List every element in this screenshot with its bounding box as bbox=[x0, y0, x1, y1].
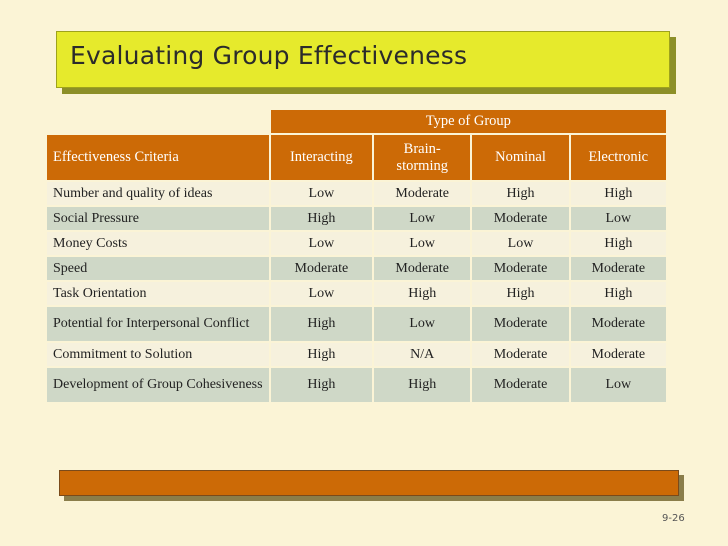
value-cell: Moderate bbox=[374, 257, 471, 280]
criterion-cell: Number and quality of ideas bbox=[47, 182, 269, 205]
criterion-cell: Task Orientation bbox=[47, 282, 269, 305]
page-number: 9-26 bbox=[662, 513, 685, 524]
title-bar: Evaluating Group Effectiveness bbox=[56, 31, 670, 88]
value-cell: High bbox=[374, 368, 471, 402]
table-row: Development of Group Cohesiveness High H… bbox=[47, 368, 666, 402]
table-row: Speed Moderate Moderate Moderate Moderat… bbox=[47, 257, 666, 280]
value-cell: Moderate bbox=[374, 182, 471, 205]
table-row: Number and quality of ideas Low Moderate… bbox=[47, 182, 666, 205]
criteria-header: Effectiveness Criteria bbox=[47, 135, 269, 180]
value-cell: High bbox=[570, 232, 666, 255]
slide-title: Evaluating Group Effectiveness bbox=[70, 41, 468, 70]
criterion-cell: Commitment to Solution bbox=[47, 343, 269, 366]
value-cell: High bbox=[374, 282, 471, 305]
column-header-brainstorming: Brain-storming bbox=[374, 135, 471, 180]
criterion-cell: Social Pressure bbox=[47, 207, 269, 230]
value-cell: Low bbox=[570, 207, 666, 230]
column-header-electronic: Electronic bbox=[570, 135, 666, 180]
value-cell: Moderate bbox=[270, 257, 373, 280]
value-cell: High bbox=[472, 182, 569, 205]
footer-bar bbox=[59, 470, 679, 496]
value-cell: Moderate bbox=[472, 307, 569, 341]
value-cell: High bbox=[270, 368, 373, 402]
value-cell: Moderate bbox=[472, 343, 569, 366]
value-cell: Moderate bbox=[472, 207, 569, 230]
criterion-cell: Speed bbox=[47, 257, 269, 280]
table-row: Commitment to Solution High N/A Moderate… bbox=[47, 343, 666, 366]
criterion-cell: Development of Group Cohesiveness bbox=[47, 368, 269, 402]
value-cell: Low bbox=[374, 307, 471, 341]
value-cell: High bbox=[270, 343, 373, 366]
type-of-group-header: Type of Group bbox=[270, 110, 666, 133]
table-row: Social Pressure High Low Moderate Low bbox=[47, 207, 666, 230]
value-cell: Moderate bbox=[570, 343, 666, 366]
column-header-row: Effectiveness Criteria Interacting Brain… bbox=[47, 135, 666, 180]
value-cell: Low bbox=[374, 232, 471, 255]
table-row: Potential for Interpersonal Conflict Hig… bbox=[47, 307, 666, 341]
value-cell: High bbox=[270, 207, 373, 230]
column-header-interacting: Interacting bbox=[270, 135, 373, 180]
empty-corner-cell bbox=[47, 110, 269, 133]
value-cell: Low bbox=[570, 368, 666, 402]
value-cell: High bbox=[472, 282, 569, 305]
value-cell: High bbox=[570, 182, 666, 205]
value-cell: Low bbox=[472, 232, 569, 255]
value-cell: Moderate bbox=[472, 368, 569, 402]
value-cell: High bbox=[270, 307, 373, 341]
value-cell: N/A bbox=[374, 343, 471, 366]
value-cell: Low bbox=[270, 232, 373, 255]
table-row: Money Costs Low Low Low High bbox=[47, 232, 666, 255]
value-cell: Low bbox=[270, 282, 373, 305]
value-cell: Moderate bbox=[570, 257, 666, 280]
value-cell: Moderate bbox=[472, 257, 569, 280]
value-cell: Low bbox=[374, 207, 471, 230]
effectiveness-table: Type of Group Effectiveness Criteria Int… bbox=[45, 108, 668, 404]
column-header-nominal: Nominal bbox=[472, 135, 569, 180]
table-row: Task Orientation Low High High High bbox=[47, 282, 666, 305]
group-header-row: Type of Group bbox=[47, 110, 666, 133]
value-cell: High bbox=[570, 282, 666, 305]
value-cell: Moderate bbox=[570, 307, 666, 341]
criterion-cell: Potential for Interpersonal Conflict bbox=[47, 307, 269, 341]
criterion-cell: Money Costs bbox=[47, 232, 269, 255]
value-cell: Low bbox=[270, 182, 373, 205]
